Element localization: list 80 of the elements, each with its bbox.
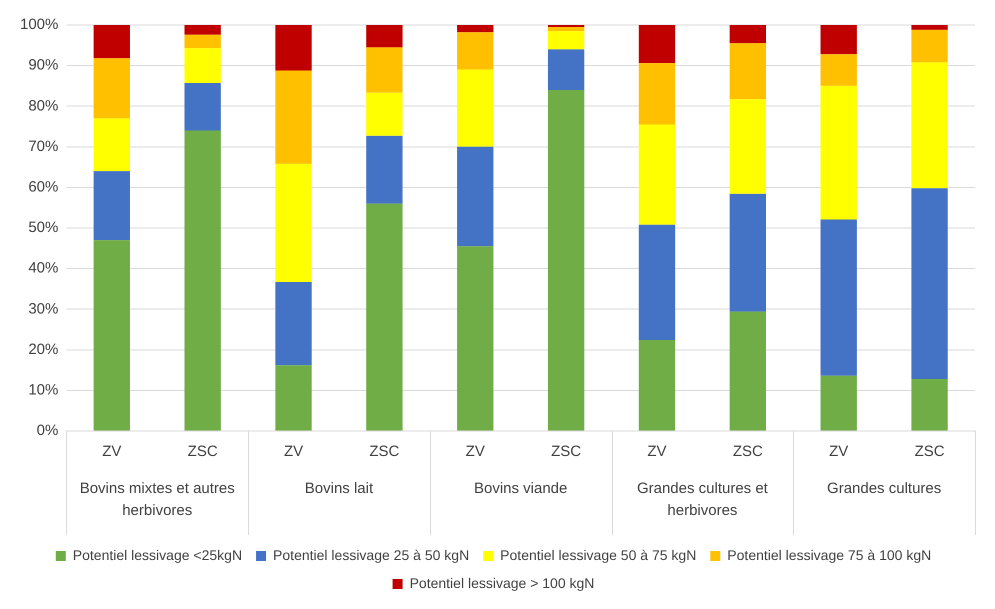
bar — [911, 30, 948, 62]
x-tick-label: ZSC — [188, 443, 218, 460]
bar — [184, 48, 221, 84]
bar — [730, 25, 766, 44]
x-tick-label: ZSC — [369, 443, 400, 460]
y-tick-label: 0% — [36, 422, 58, 440]
bar — [911, 62, 948, 188]
bar — [730, 194, 766, 312]
bar — [275, 164, 312, 282]
y-tick-label: 60% — [28, 178, 58, 196]
bar — [820, 376, 857, 430]
legend-label: Potentiel lessivage <25kgN — [72, 546, 242, 563]
bar — [457, 146, 494, 246]
bar — [275, 365, 312, 430]
bar — [820, 54, 857, 86]
bar — [366, 47, 403, 93]
bar — [638, 124, 676, 225]
x-tick-label: ZV — [284, 443, 304, 460]
legend-label: Potentiel lessivage 50 à 75 kgN — [500, 546, 696, 563]
bar — [275, 70, 312, 164]
y-tick-label: 30% — [28, 300, 58, 318]
bar — [366, 204, 403, 430]
bar — [94, 118, 130, 172]
bar — [366, 25, 403, 48]
bar — [457, 25, 494, 32]
legend-label: Potentiel lessivage 75 à 100 kgN — [727, 546, 932, 563]
text: Grandes cultures — [827, 480, 942, 498]
bar — [820, 219, 857, 376]
x-tick-label: ZV — [829, 443, 848, 460]
bar — [184, 130, 221, 430]
bar — [184, 34, 221, 48]
bar — [275, 25, 312, 70]
text: Bovins viande — [474, 480, 568, 498]
bar — [730, 312, 766, 430]
bar — [730, 99, 766, 194]
y-tick-label: 70% — [28, 138, 58, 155]
x-tick-label: ZV — [466, 443, 485, 460]
y-tick-label: 100% — [20, 16, 58, 34]
x-tick-label: ZV — [647, 443, 667, 460]
bar — [638, 340, 676, 430]
legend-label: Potentiel lessivage 25 à 50 kgN — [273, 546, 470, 563]
text: Grandes cultures et herbivores — [636, 480, 769, 520]
bar — [457, 70, 494, 147]
bar — [94, 171, 130, 240]
x-tick-label: ZSC — [732, 443, 764, 460]
bar — [820, 86, 857, 220]
bar — [638, 224, 676, 340]
y-tick-label: 40% — [28, 260, 58, 277]
y-tick-label: 50% — [28, 219, 58, 236]
bar — [548, 31, 584, 50]
bar — [820, 25, 857, 54]
x-tick-label: ZSC — [914, 443, 945, 460]
bar — [94, 58, 130, 118]
legend-label: Potentiel lessivage > 100 kgN — [410, 574, 594, 591]
bar — [548, 49, 584, 90]
bar — [366, 136, 403, 204]
bar — [638, 63, 676, 124]
x-tick-label: ZSC — [551, 443, 582, 460]
bar — [366, 92, 403, 136]
bar — [275, 282, 312, 366]
y-tick-label: 20% — [28, 340, 58, 358]
bar — [911, 188, 948, 380]
text: Bovins mixtes et autres herbivores — [80, 480, 235, 520]
y-tick-label: 80% — [28, 97, 58, 114]
x-tick-label: ZV — [102, 443, 122, 460]
text: Bovins lait — [304, 480, 374, 498]
bar — [94, 25, 130, 58]
y-tick-label: 90% — [28, 56, 58, 74]
bar — [911, 379, 948, 430]
bar — [457, 246, 494, 430]
bar — [184, 83, 221, 131]
bar — [184, 25, 221, 35]
bar — [457, 32, 494, 70]
bar — [94, 240, 130, 430]
y-tick-label: 10% — [28, 382, 58, 399]
bar — [548, 27, 584, 32]
bar — [911, 25, 948, 30]
bar — [638, 25, 676, 64]
bar — [730, 43, 766, 100]
bar — [548, 90, 584, 430]
